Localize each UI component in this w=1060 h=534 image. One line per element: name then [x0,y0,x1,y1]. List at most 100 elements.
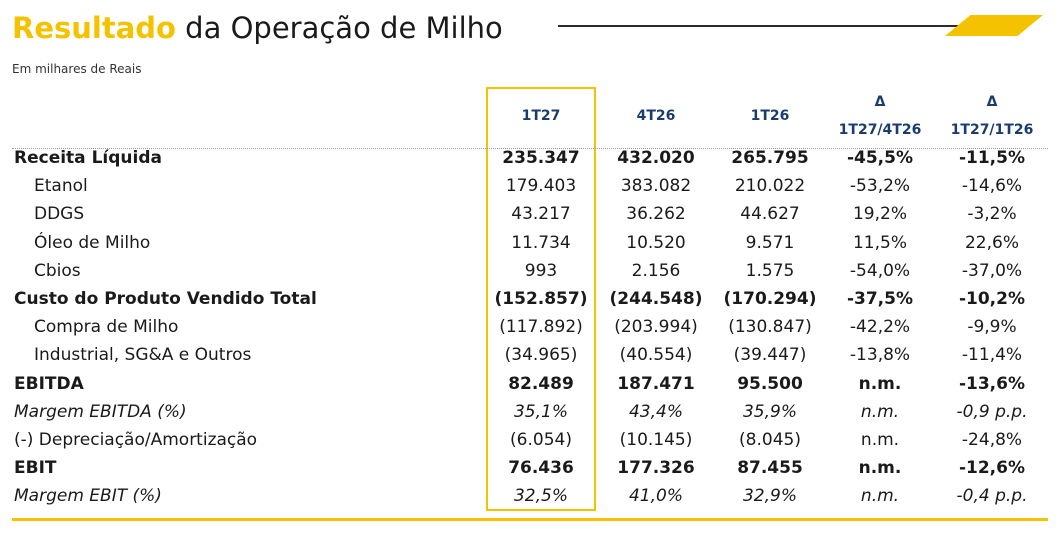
row-value: 993 [524,260,558,281]
row-value: -11,4% [961,345,1023,366]
row-value: -45,5% [846,148,914,168]
row-value: -9,9% [967,317,1017,338]
row-value: (10.145) [619,430,693,450]
row-value: -3,2% [967,204,1017,225]
row-value: -54,0% [849,260,911,281]
row-value: (152.857) [494,289,588,309]
row-value: 432.020 [617,148,695,168]
row-value: 1.575 [745,260,795,281]
row-value: 2.156 [631,260,681,281]
row-value: (40.554) [619,345,693,366]
row-value: 41,0% [628,486,683,507]
row-value: n.m. [858,373,902,394]
row-value: -11,5% [958,148,1026,168]
row-value: 265.795 [731,148,809,168]
row-label: Óleo de Milho [34,232,151,253]
row-value: 32,9% [742,486,797,507]
row-value: 179.403 [505,176,577,197]
row-value: -12,6% [958,458,1026,479]
table-row: Industrial, SG&A e Outros (34.965) (40.554… [0,341,1060,369]
row-value: n.m. [860,430,900,450]
row-value: 10.520 [626,232,686,253]
bottom-divider [12,518,1048,521]
row-label: Custo do Produto Vendido Total [14,289,317,309]
row-value: 35,9% [742,401,797,422]
row-value: 87.455 [737,458,803,479]
row-label: EBIT [14,458,57,479]
row-value: -24,8% [961,430,1023,450]
row-value: (170.294) [723,289,817,309]
row-value: 76.436 [508,458,574,479]
row-value: 35,1% [513,401,568,422]
row-value: n.m. [860,401,900,422]
row-value: 11,5% [852,232,907,253]
table-row: Receita Líquida 235.347 432.020 265.795 -45,… [0,144,1060,172]
table-row: DDGS 43.217 36.262 44.627 19,2% -3,2% [0,200,1060,228]
col-header-1t26: 1T26 [750,108,790,124]
col-header-delta-4t26: 1T27/4T26 [838,122,922,138]
row-value: -13,6% [958,373,1026,394]
row-value: -13,8% [849,345,911,366]
row-value: (34.965) [504,345,578,366]
row-value: 9.571 [745,232,795,253]
row-label: DDGS [34,204,85,225]
col-header-1t27: 1T27 [521,108,561,124]
row-value: -10,2% [958,289,1026,309]
table-row: Margem EBIT (%) 32,5% 41,0% 32,9% n.m. -0,4 p… [0,482,1060,510]
title-divider [558,25,970,27]
row-value: (130.847) [728,317,812,338]
row-value: n.m. [860,486,900,507]
col-header-delta-1t26: 1T27/1T26 [950,122,1034,138]
row-label: EBITDA [14,373,84,394]
column-highlight-box [486,87,596,511]
row-value: 22,6% [964,232,1019,253]
col-header-delta-symbol: Δ [986,94,998,110]
row-value: (8.045) [739,430,801,450]
row-value: n.m. [858,458,902,479]
row-value: 95.500 [737,373,803,394]
page-title: Resultado da Operação de Milho [12,8,503,48]
title-accent: Resultado [12,11,176,45]
row-value: -42,2% [849,317,911,338]
table-row: (-) Depreciação/Amortização (6.054) (10.14… [0,426,1060,454]
row-value: 235.347 [502,148,580,168]
row-value: -37,5% [846,289,914,309]
row-value: (6.054) [510,430,572,450]
subtitle: Em milhares de Reais [12,62,142,76]
table-row: EBIT 76.436 177.326 87.455 n.m. -12,6% [0,454,1060,482]
row-value: 82.489 [508,373,574,394]
row-value: 383.082 [620,176,692,197]
row-value: (203.994) [614,317,698,338]
row-value: -0,4 p.p. [956,486,1028,507]
row-value: 36.262 [626,204,686,225]
row-label: Receita Líquida [14,148,162,168]
table-row: Óleo de Milho 11.734 10.520 9.571 11,5% 22,6% [0,229,1060,257]
row-label: (-) Depreciação/Amortização [14,430,258,450]
table-row: Compra de Milho (117.892) (203.994) (130.84… [0,313,1060,341]
table-row: Cbios 993 2.156 1.575 -54,0% -37,0% [0,257,1060,285]
table-row: EBITDA 82.489 187.471 95.500 n.m. -13,6% [0,370,1060,398]
row-value: -53,2% [849,176,911,197]
row-value: 11.734 [511,232,571,253]
title-rest: da Operação de Milho [175,11,503,45]
row-value: -14,6% [961,176,1023,197]
row-value: (39.447) [733,345,807,366]
table-row: Custo do Produto Vendido Total (152.857) (… [0,285,1060,313]
row-value: -37,0% [961,260,1023,281]
row-label: Margem EBIT (%) [14,486,162,507]
row-value: 19,2% [852,204,907,225]
row-value: (244.548) [609,289,703,309]
row-value: 44.627 [740,204,800,225]
row-value: 43,4% [628,401,683,422]
row-label: Cbios [34,260,81,281]
row-value: 210.022 [734,176,806,197]
row-value: 32,5% [513,486,568,507]
table-row: Margem EBITDA (%) 35,1% 43,4% 35,9% n.m. -0,9… [0,398,1060,426]
col-header-4t26: 4T26 [636,108,676,124]
row-value: 187.471 [617,373,695,394]
row-value: (117.892) [499,317,583,338]
row-label: Industrial, SG&A e Outros [34,345,252,366]
row-label: Etanol [34,176,88,197]
title-accent-tab [945,15,1043,36]
header-divider [12,148,1048,149]
